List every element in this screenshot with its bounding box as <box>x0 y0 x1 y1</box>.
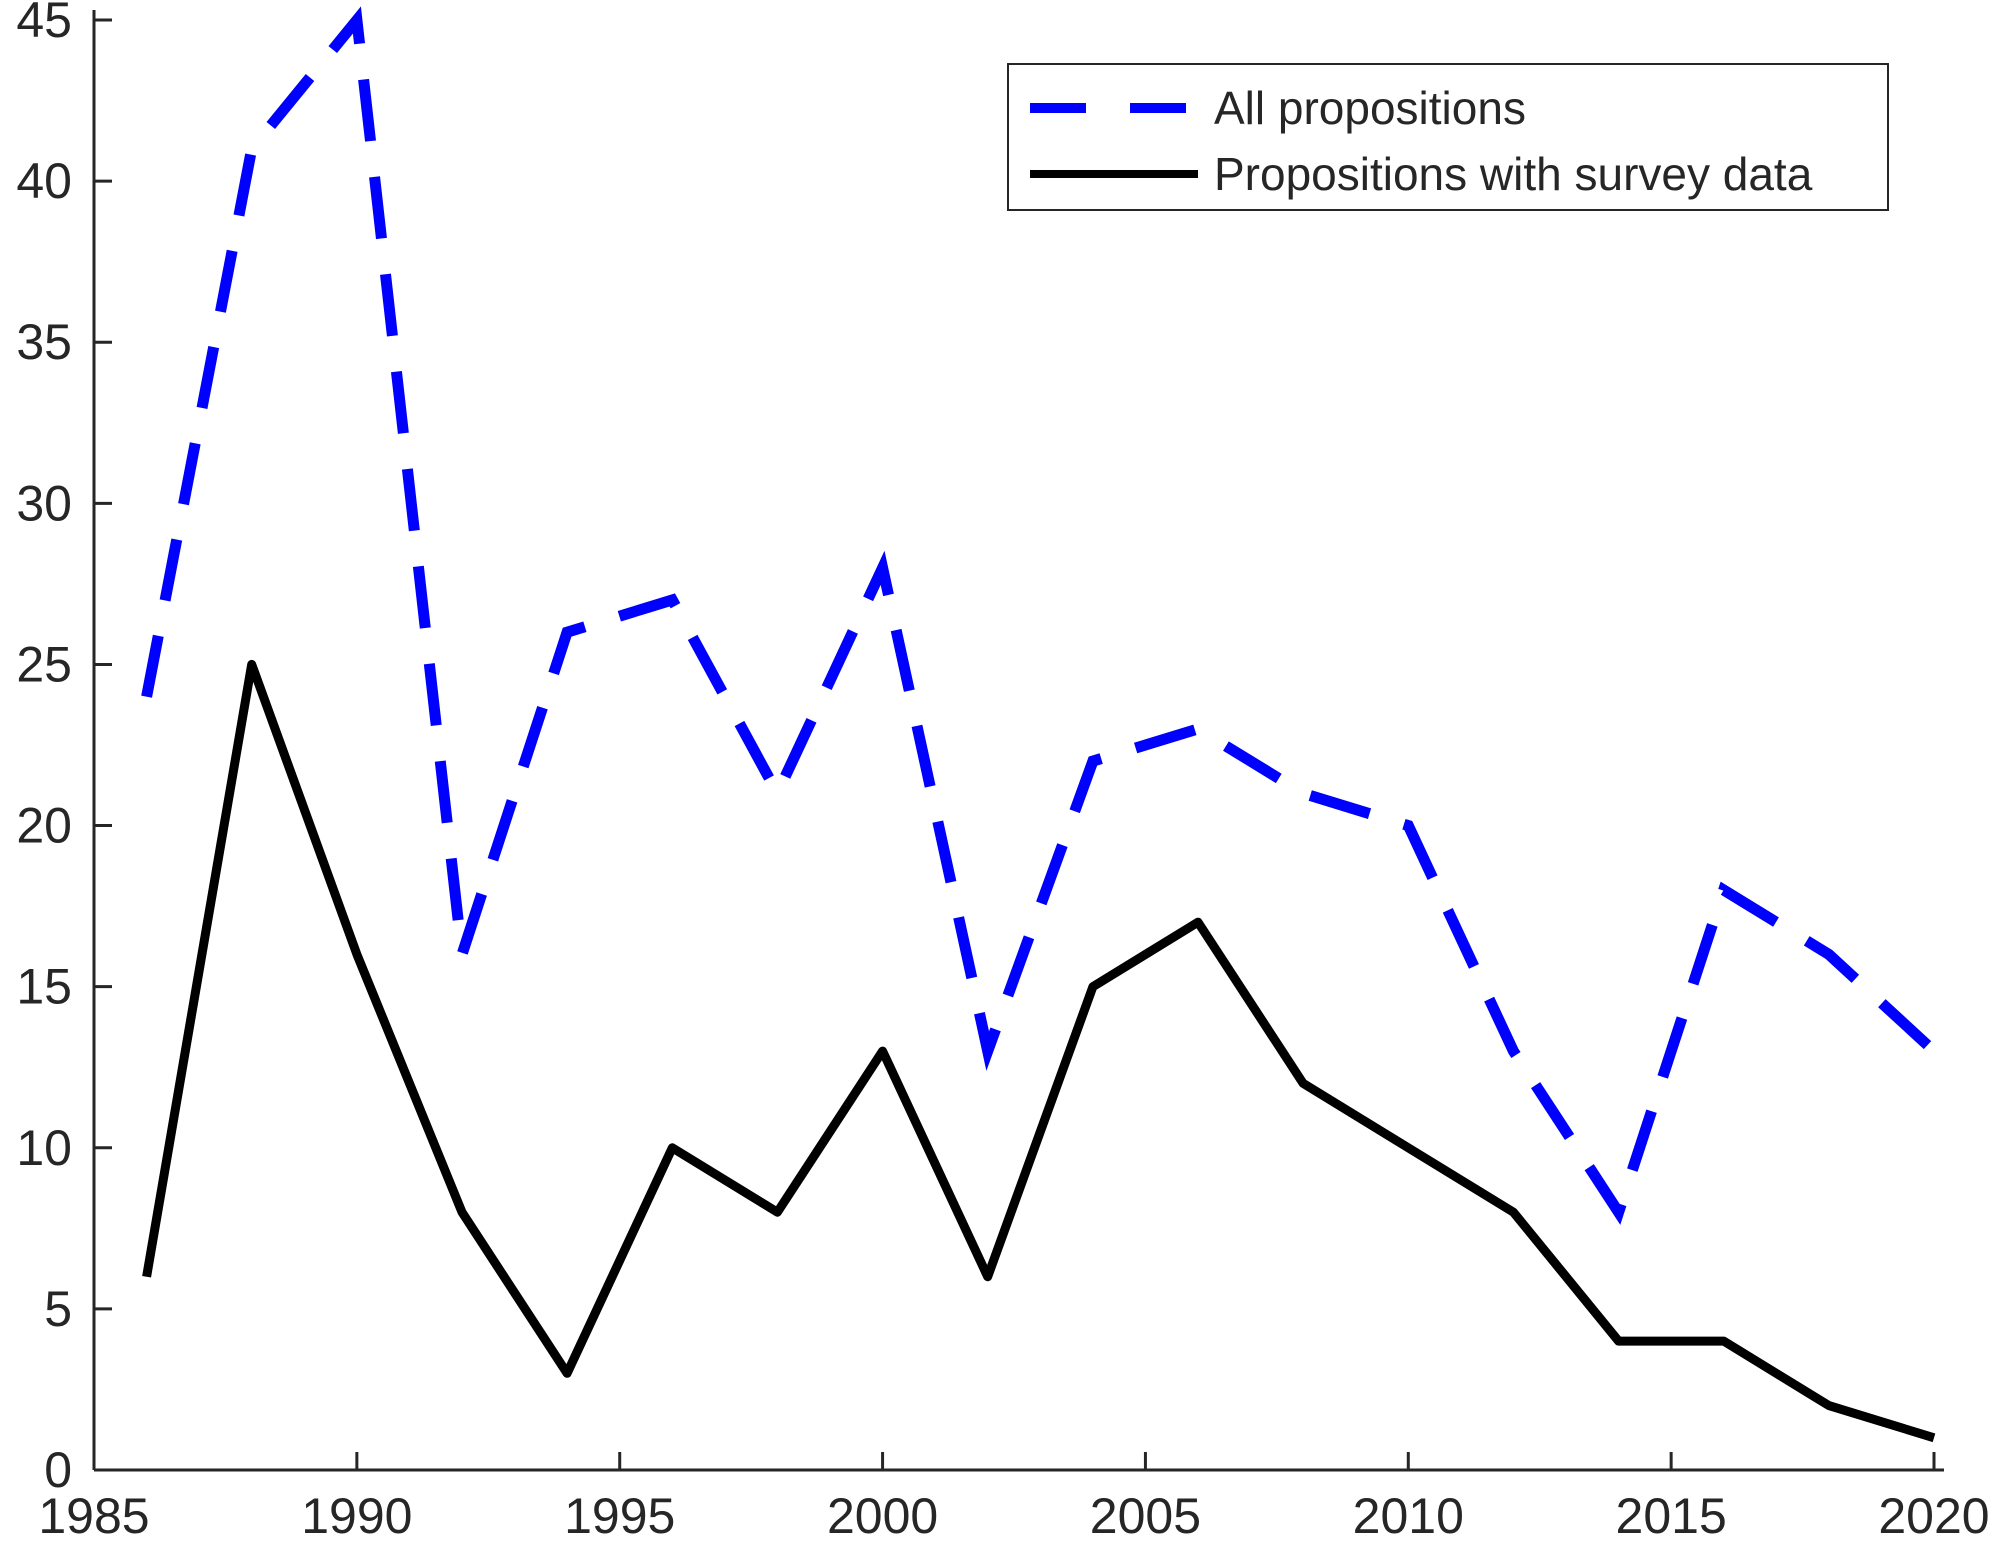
y-tick-label: 40 <box>16 153 72 209</box>
axes-layer: 0 5 10 15 20 25 30 35 40 45 1985 1990 1995 2000 2005 20… <box>16 0 1989 1544</box>
series-layer <box>141 6 1938 1443</box>
y-tick-label: 25 <box>16 636 72 692</box>
x-tick-label: 2010 <box>1353 1488 1464 1544</box>
series-line-1 <box>142 659 1936 1443</box>
y-tick-label: 15 <box>16 959 72 1015</box>
x-tick-label: 1985 <box>38 1488 149 1544</box>
x-tick-label: 2005 <box>1090 1488 1201 1544</box>
legend: All propositions Propositions with survey… <box>1007 63 1889 211</box>
y-tick-label: 35 <box>16 314 72 370</box>
y-tick-label: 0 <box>44 1442 72 1498</box>
legend-box <box>1007 63 1889 211</box>
y-tick-label: 5 <box>44 1281 72 1337</box>
x-tick-label: 2015 <box>1616 1488 1727 1544</box>
x-tick-label: 2020 <box>1878 1488 1989 1544</box>
y-tick-label: 30 <box>16 475 72 531</box>
y-tick-label: 10 <box>16 1120 72 1176</box>
legend-label-1: Propositions with survey data <box>1214 148 1813 200</box>
series-line-0 <box>141 6 1938 1225</box>
x-tick-label: 2000 <box>827 1488 938 1544</box>
y-tick-label: 20 <box>16 798 72 854</box>
legend-label-0: All propositions <box>1214 82 1526 134</box>
x-tick-label: 1990 <box>301 1488 412 1544</box>
y-tick-label: 45 <box>16 0 72 48</box>
x-tick-label: 1995 <box>564 1488 675 1544</box>
